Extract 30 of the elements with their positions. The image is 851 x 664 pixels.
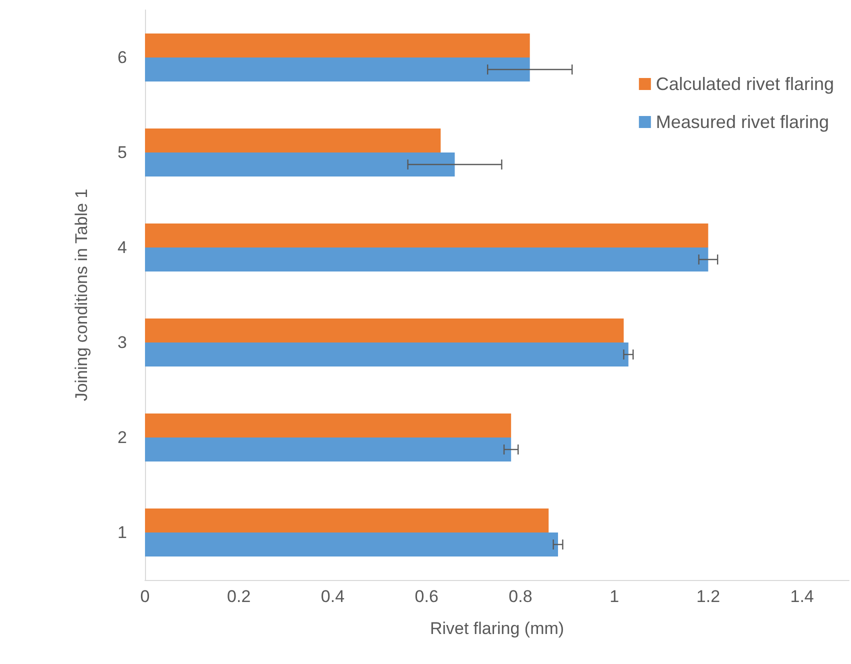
legend-label: Measured rivet flaring xyxy=(656,112,829,132)
y-tick-label: 1 xyxy=(118,523,127,542)
bar xyxy=(145,438,512,462)
x-tick-label: 1.4 xyxy=(790,587,814,606)
x-tick-label: 0 xyxy=(140,587,150,606)
x-tick-label: 0.8 xyxy=(508,587,532,606)
bar xyxy=(145,414,512,438)
bar xyxy=(145,318,624,342)
x-tick-label: 0.6 xyxy=(414,587,438,606)
x-tick-label: 0.4 xyxy=(320,587,345,606)
bar xyxy=(145,508,549,532)
bar xyxy=(145,248,708,272)
y-tick-label: 4 xyxy=(118,238,127,257)
bar xyxy=(145,34,530,58)
y-tick-label: 5 xyxy=(118,143,127,162)
bar xyxy=(145,128,441,152)
bar xyxy=(145,342,628,366)
bar xyxy=(145,58,530,82)
bar xyxy=(145,152,455,176)
y-axis-title: Joining conditions in Table 1 xyxy=(72,188,91,402)
x-tick-label: 0.2 xyxy=(227,587,251,606)
y-tick-label: 2 xyxy=(118,428,127,447)
y-tick-label: 6 xyxy=(118,48,127,67)
bar xyxy=(145,532,558,556)
legend-label: Calculated rivet flaring xyxy=(656,74,834,94)
x-axis-title: Rivet flaring (mm) xyxy=(430,619,564,638)
bar xyxy=(145,224,708,248)
y-tick-label: 3 xyxy=(118,333,127,352)
x-tick-label: 1.2 xyxy=(696,587,720,606)
x-tick-label: 1 xyxy=(610,587,620,606)
